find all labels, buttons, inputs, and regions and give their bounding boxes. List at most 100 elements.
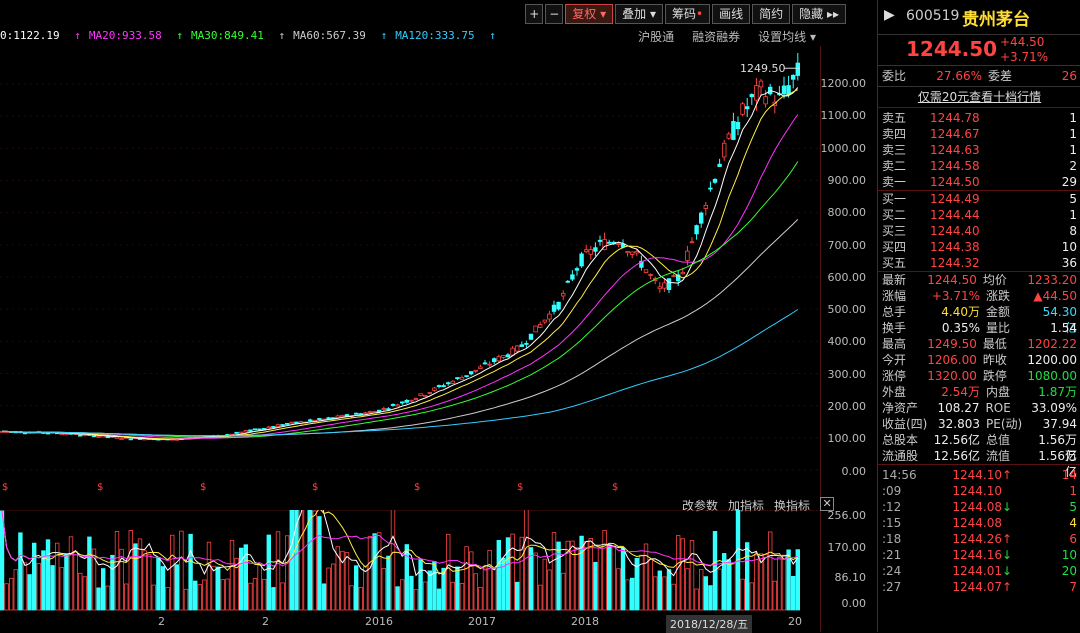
volume-bar <box>68 536 74 611</box>
bid-row[interactable]: 买五 1244.32 36 <box>878 255 1080 271</box>
candle-body <box>584 249 589 253</box>
candle-body <box>726 133 731 139</box>
hgt-button[interactable]: 沪股通 <box>638 30 675 44</box>
ask-row[interactable]: 卖五 1244.78 1 <box>878 110 1080 126</box>
stock-code: 600519 <box>906 8 960 24</box>
candle-body <box>307 419 313 422</box>
ma-settings-label: 设置均线 <box>758 30 807 44</box>
volume-bar <box>791 575 796 611</box>
volume-bar <box>496 540 501 611</box>
tick-row: :27 1244.07 ↑ 7 <box>878 579 1080 595</box>
volume-bar <box>533 552 538 611</box>
candle-body <box>607 241 612 244</box>
bid-row[interactable]: 买三 1244.40 8 <box>878 223 1080 239</box>
tick-time: :09 <box>882 484 902 498</box>
volume-bar <box>160 566 166 611</box>
volume-bar <box>386 555 391 611</box>
level-label: 卖二 <box>882 159 907 173</box>
volume-bar <box>358 587 363 611</box>
stat-value: 12.56亿 <box>933 433 980 447</box>
candle-body <box>404 399 409 403</box>
ask-row[interactable]: 卖一 1244.50 29 <box>878 174 1080 190</box>
candle-body <box>699 212 704 224</box>
candle-body <box>284 422 290 425</box>
tick-time: :18 <box>882 532 902 546</box>
stat-label: 总值 <box>986 433 1011 447</box>
ma-settings-button[interactable]: 设置均线 ▾ <box>758 30 816 44</box>
candle-body <box>689 241 695 244</box>
order-ratio-value: 27.66% <box>936 69 982 83</box>
ask-row[interactable]: 卖四 1244.67 1 <box>878 126 1080 142</box>
tick-row: :15 1244.08 4 <box>878 515 1080 531</box>
adjust-price-button[interactable]: 复权 ▾ <box>565 4 614 24</box>
dividend-marker-icon: $ <box>612 482 618 492</box>
close-icon[interactable]: ✕ <box>820 497 835 511</box>
volume-bar <box>685 568 690 611</box>
ask-row[interactable]: 卖三 1244.63 1 <box>878 142 1080 158</box>
volume-bar <box>625 579 630 611</box>
bid-row[interactable]: 买一 1244.49 5 <box>878 191 1080 207</box>
ask-row[interactable]: 卖二 1244.58 2 <box>878 158 1080 174</box>
zoom-out-button[interactable]: − <box>545 4 564 24</box>
candle-body <box>616 243 621 245</box>
margin-button[interactable]: 融资融券 <box>692 30 741 44</box>
draw-line-button[interactable]: 画线 <box>712 4 751 24</box>
chart-tools: 沪股通 融资融券 设置均线 ▾ <box>638 28 816 45</box>
candle-body <box>722 142 727 158</box>
candle-body <box>515 345 520 352</box>
volume-bar <box>211 565 216 611</box>
volume-bar <box>602 530 607 611</box>
volume-bar <box>261 578 267 611</box>
kline-chart-area[interactable]: + − 复权 ▾ 叠加 ▾ 筹码• 画线 简约 隐藏 ▸▸ 0:1122.19 … <box>0 0 876 633</box>
volume-bar <box>574 547 580 611</box>
stat-label: 内盘 <box>986 385 1011 399</box>
tick-list: 14:56 1244.10 ↑ 14:09 1244.10 1:12 1244.08 ↓ 5:1… <box>878 464 1080 595</box>
volume-ma-line <box>1 510 799 575</box>
hide-label: 隐藏 <box>799 7 824 21</box>
volume-bar <box>404 544 409 611</box>
zoom-in-button[interactable]: + <box>525 4 544 24</box>
volume-bar <box>432 561 437 611</box>
volume-bar <box>524 510 529 611</box>
volume-bar <box>137 538 143 611</box>
level-price: 1244.40 <box>930 224 980 238</box>
tick-volume: 5 <box>1069 500 1077 514</box>
chips-button[interactable]: 筹码• <box>664 4 711 24</box>
volume-bar <box>326 567 331 611</box>
tick-direction-icon <box>1002 483 1016 499</box>
level-price: 1244.49 <box>930 192 980 206</box>
volume-bar <box>349 585 354 611</box>
candle-body <box>234 431 239 434</box>
volume-bar <box>91 548 97 611</box>
ma120-trend-icon: ↑ <box>489 29 496 42</box>
candlestick-chart[interactable]: 1249.50 $ $ $ $ $ $ $ <box>0 46 820 492</box>
hide-button[interactable]: 隐藏 ▸▸ <box>792 4 846 24</box>
volume-bar <box>45 539 51 611</box>
level10-link[interactable]: 仅需20元查看十档行情 <box>878 87 1080 108</box>
candle-body <box>468 371 474 375</box>
level10-link-text: 仅需20元查看十档行情 <box>917 90 1042 104</box>
candle-body <box>671 275 676 278</box>
volume-bar <box>128 530 133 611</box>
bid-row[interactable]: 买四 1244.38 10 <box>878 239 1080 255</box>
stat-value: 1200.00 <box>1027 353 1077 367</box>
candle-body <box>257 428 262 431</box>
dividend-marker-icon: $ <box>2 482 8 492</box>
volume-bar <box>579 535 584 611</box>
dividend-marker-icon: $ <box>97 482 103 492</box>
bid-row[interactable]: 买二 1244.44 1 <box>878 207 1080 223</box>
simple-mode-button[interactable]: 简约 <box>752 4 791 24</box>
volume-bar <box>455 566 460 611</box>
candle-body <box>763 96 768 105</box>
collapse-panel-icon[interactable]: ▶ <box>884 7 895 23</box>
stat-value: 1244.50 <box>927 273 977 287</box>
level-label: 卖一 <box>882 175 907 189</box>
tick-volume: 10 <box>1061 548 1077 562</box>
year-label: 20 <box>788 615 802 628</box>
candle-body <box>418 393 423 397</box>
volume-bar <box>418 559 423 611</box>
volume-chart[interactable] <box>0 510 820 613</box>
volume-bar <box>78 572 83 611</box>
volume-bar <box>32 542 37 611</box>
overlay-button[interactable]: 叠加 ▾ <box>615 4 663 24</box>
